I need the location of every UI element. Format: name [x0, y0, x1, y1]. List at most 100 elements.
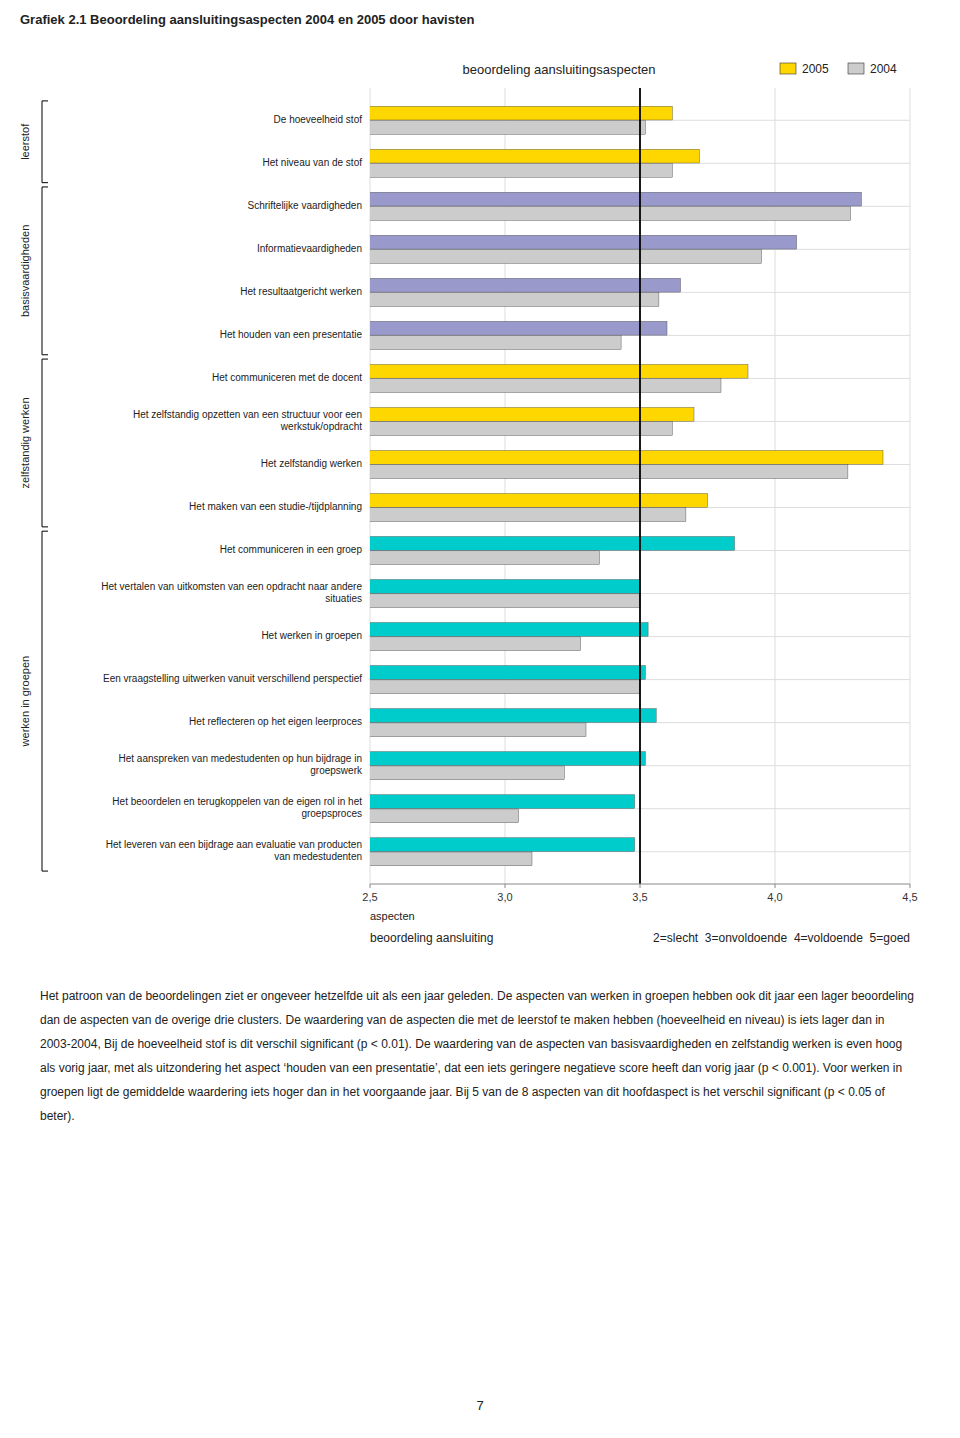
- bar: [370, 536, 735, 550]
- scale-note: 2=slecht 3=onvoldoende 4=voldoende 5=goe…: [653, 931, 910, 945]
- bar: [370, 364, 748, 378]
- category-label-line: Het werken in groepen: [261, 630, 362, 641]
- bar: [370, 637, 581, 651]
- x-tick: [505, 884, 506, 888]
- group-bracket: [42, 187, 48, 355]
- category-label: Het zelfstandig werken: [261, 458, 362, 469]
- category-label: Het resultaatgericht werken: [240, 286, 362, 297]
- paragraph-line: groepen ligt de gemiddelde waardering ie…: [40, 1085, 886, 1099]
- bar: [370, 164, 672, 178]
- paragraph-line: beter).: [40, 1109, 75, 1123]
- x-tick-label: 4,5: [902, 891, 917, 903]
- category-label: Het houden van een presentatie: [220, 329, 363, 340]
- category-label-line: groepsproces: [301, 808, 362, 819]
- x-axis-label: beoordeling aansluiting: [370, 931, 493, 945]
- group-bracket: [42, 101, 48, 183]
- category-label-line: Schriftelijke vaardigheden: [247, 200, 362, 211]
- x-tick-label: 3,0: [497, 891, 512, 903]
- category-label-line: De hoeveelheid stof: [274, 114, 363, 125]
- category-label-line: Het leveren van een bijdrage aan evaluat…: [106, 839, 362, 850]
- bar: [370, 278, 681, 292]
- category-label-line: Het niveau van de stof: [262, 157, 362, 168]
- category-label-line: Het communiceren in een groep: [220, 544, 363, 555]
- x-tick: [910, 884, 911, 888]
- bar: [370, 106, 672, 120]
- category-label-line: Het communiceren met de docent: [212, 372, 362, 383]
- bar: [370, 709, 656, 723]
- category-label-line: Het houden van een presentatie: [220, 329, 363, 340]
- category-label-line: Het vertalen van uitkomsten van een opdr…: [101, 581, 362, 592]
- page: Grafiek 2.1 Beoordeling aansluitingsaspe…: [0, 0, 960, 1438]
- group-label: basisvaardigheden: [19, 225, 31, 317]
- category-label: Schriftelijke vaardigheden: [247, 200, 362, 211]
- bar: [370, 235, 797, 249]
- category-label: Het beoordelen en terugkoppelen van de e…: [112, 796, 362, 819]
- category-label: Het niveau van de stof: [262, 157, 362, 168]
- category-label: Het maken van een studie-/tijdplanning: [189, 501, 362, 512]
- group-label: zelfstandig werken: [19, 397, 31, 488]
- group-bracket: [42, 359, 48, 527]
- paragraph-line: als vorig jaar, met als uitzondering het…: [40, 1061, 902, 1075]
- legend-swatch: [848, 63, 864, 74]
- category-label: Een vraagstelling uitwerken vanuit versc…: [103, 673, 362, 684]
- category-label: De hoeveelheid stof: [274, 114, 363, 125]
- bar: [370, 766, 564, 780]
- bar: [370, 207, 851, 221]
- category-label-line: situaties: [325, 593, 362, 604]
- bar: [370, 379, 721, 393]
- x-tick: [775, 884, 776, 888]
- legend: 20052004: [780, 62, 897, 76]
- bar: [370, 465, 848, 479]
- category-label-line: Informatievaardigheden: [257, 243, 362, 254]
- paragraph: Het patroon van de beoordelingen ziet er…: [40, 989, 914, 1123]
- bar: [370, 623, 648, 637]
- category-label-line: van medestudenten: [274, 851, 362, 862]
- bars: [370, 106, 883, 866]
- group-label: werken in groepen: [19, 656, 31, 748]
- category-label-line: Het aanspreken van medestudenten op hun …: [118, 753, 362, 764]
- category-label: Het werken in groepen: [261, 630, 362, 641]
- category-label-line: Het reflecteren op het eigen leerproces: [189, 716, 362, 727]
- bar: [370, 293, 659, 307]
- bar: [370, 493, 708, 507]
- paragraph-line: Het patroon van de beoordelingen ziet er…: [40, 989, 914, 1003]
- bar: [370, 450, 883, 464]
- x-tick-label: 3,5: [632, 891, 647, 903]
- x-tick-label: 2,5: [362, 891, 377, 903]
- bar: [370, 336, 621, 350]
- grid-line-x: [640, 88, 641, 884]
- category-label: Het vertalen van uitkomsten van een opdr…: [101, 581, 362, 604]
- bar: [370, 809, 519, 823]
- reference-line: [639, 88, 641, 884]
- category-label: Het communiceren in een groep: [220, 544, 363, 555]
- category-label: Het leveren van een bijdrage aan evaluat…: [106, 839, 362, 862]
- bar: [370, 551, 600, 565]
- bar: [370, 594, 640, 608]
- bar: [370, 795, 635, 809]
- category-label-line: groepswerk: [310, 765, 363, 776]
- category-label: Het reflecteren op het eigen leerproces: [189, 716, 362, 727]
- category-label-line: Het resultaatgericht werken: [240, 286, 362, 297]
- x-tick-label: 4,0: [767, 891, 782, 903]
- category-label-line: werkstuk/opdracht: [280, 421, 362, 432]
- category-label-line: Het maken van een studie-/tijdplanning: [189, 501, 362, 512]
- bar: [370, 192, 861, 206]
- bar: [370, 250, 762, 264]
- paragraph-line: dan de aspecten van de overige drie clus…: [40, 1013, 885, 1027]
- bar: [370, 838, 635, 852]
- category-label-line: Een vraagstelling uitwerken vanuit versc…: [103, 673, 362, 684]
- paragraph-line: 2003-2004, Bij de hoeveelheid stof is di…: [40, 1037, 902, 1051]
- y-axis: De hoeveelheid stof Het niveau van de sto…: [101, 114, 363, 862]
- category-label-line: Het beoordelen en terugkoppelen van de e…: [112, 796, 362, 807]
- groups: leerstofbasisvaardighedenzelfstandig wer…: [19, 101, 48, 871]
- page-number: 7: [476, 1398, 483, 1413]
- legend-swatch: [780, 63, 796, 74]
- group-bracket: [42, 531, 48, 871]
- x-tick: [370, 884, 371, 888]
- x-axis: 2,5 3,0 3,5 4,0 4,5: [362, 884, 917, 903]
- category-label-line: Het zelfstandig werken: [261, 458, 362, 469]
- category-label-line: Het zelfstandig opzetten van een structu…: [133, 409, 362, 420]
- x-tick: [640, 884, 641, 888]
- bar: [370, 149, 699, 163]
- category-label: Het zelfstandig opzetten van een structu…: [133, 409, 362, 432]
